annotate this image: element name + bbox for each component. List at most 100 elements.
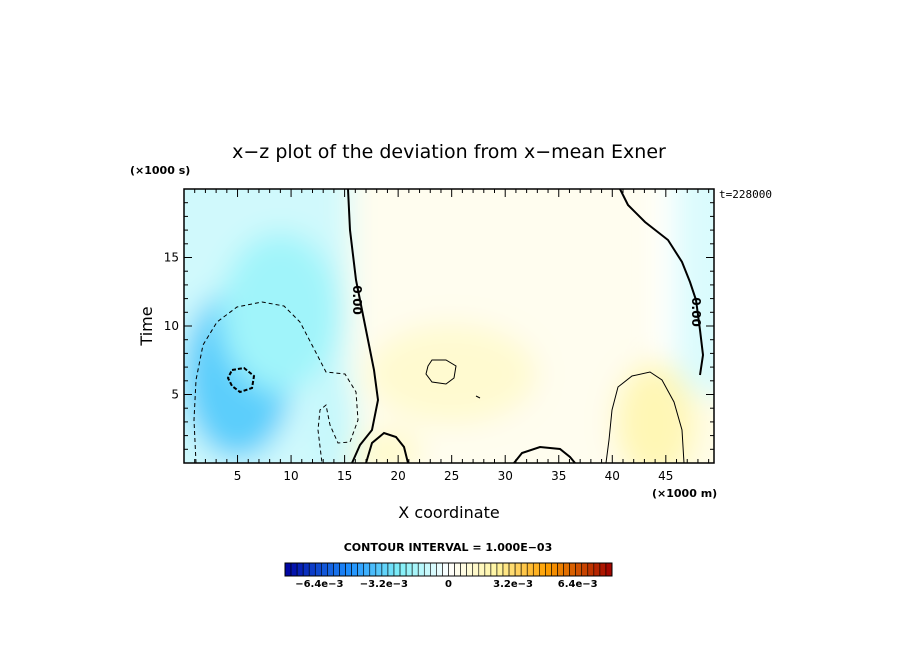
x-tick-label: 25 [444,469,459,483]
colorbar-segment [357,562,365,577]
contour-interval: CONTOUR INTERVAL = 1.000E−03 [344,541,553,554]
y-tick-label: 5 [171,388,179,402]
colorbar-segment [333,562,340,577]
positive-contour-right [605,371,685,463]
colorbar-segment [569,562,576,577]
colorbar-segment [399,562,407,577]
y-tick-labels: 5 10 15 [164,251,179,402]
x-tick-label: 40 [605,469,620,483]
y-tick-label: 15 [164,251,179,265]
axis-ticks [184,189,714,463]
colorbar-segment [369,562,377,577]
colorbar-segment [436,562,443,577]
zero-contour-bottom-mid [513,445,576,463]
colorbar-segment [478,562,486,577]
colorbar-segment [302,562,310,577]
colorbar [284,562,613,577]
colorbar-segment [520,562,528,577]
colorbar-segment [430,562,437,577]
zero-contour-bottom-left [365,431,409,463]
colorbar-segment [417,562,425,577]
zero-contour-right [619,189,705,376]
colorbar-segment [308,562,316,577]
field-feature [352,430,423,463]
colorbar-segment [490,562,498,577]
colorbar-segment [314,562,322,577]
colorbar-segment [539,562,546,577]
colorbar-segment [339,562,346,577]
field-feature [366,323,537,424]
contour-label-left: 0.00 [350,285,364,315]
colorbar-segment [484,562,492,577]
chart-title: x−z plot of the deviation from x−mean Ex… [232,141,666,163]
colorbar-segment [442,562,449,577]
colorbar-label: 6.4e−3 [558,579,598,590]
x-tick-label: 20 [391,469,406,483]
colorbar-label: −3.2e−3 [360,579,408,590]
colorbar-segment [393,562,401,577]
tiny-contour-mark [475,395,481,399]
colorbar-segment [345,562,352,577]
contour-lines [193,189,705,463]
colorbar-segment [557,562,564,577]
field-feature [615,361,696,463]
colorbar-label: 0 [445,579,452,590]
negative-contour-outer [193,301,359,463]
colorbar-segment [387,562,395,577]
x-axis-label: X coordinate [398,503,499,522]
colorbar-segment [327,562,334,577]
field-feature [311,366,356,463]
colorbar-segment [381,562,389,577]
colorbar-segment [363,562,371,577]
zero-contour-left [347,189,380,463]
colorbar-segment [460,562,467,577]
colorbar-segment [284,562,292,577]
y-unit-label: (×1000 s) [130,164,190,177]
colorbar-segment [448,562,455,577]
colorbar-segment [593,562,601,577]
colorbar-segment [532,562,540,577]
colorbar-segment [496,562,504,577]
colorbar-segment [351,562,358,577]
colorbar-segment [321,562,328,577]
positive-contour-center [425,359,457,385]
x-tick-label: 35 [551,469,566,483]
colorbar-segment [290,562,298,577]
colorbar-segment [587,562,595,577]
colorbar-segment [599,562,607,577]
colorbar-segment [466,562,474,577]
x-tick-labels: 5 10 15 20 25 30 35 40 45 [234,469,674,483]
colorbar-segment [514,562,522,577]
negative-contour-inner [226,366,256,394]
field-feature [220,232,341,393]
colorbar-segment [423,562,431,577]
colorbar-segment [502,562,510,577]
time-label: t=228000 [719,188,772,201]
x-tick-label: 5 [234,469,242,483]
colorbar-segment [581,562,589,577]
x-tick-label: 10 [283,469,298,483]
colorbar-labels: −6.4e−3 −3.2e−3 0 3.2e−3 6.4e−3 [295,579,597,590]
colorbar-segment [508,562,516,577]
y-axis-label: Time [137,306,156,346]
colorbar-segment [526,562,534,577]
colorbar-segment [405,562,413,577]
colorbar-segment [545,562,552,577]
contour-label-right: 0.00 [689,297,703,327]
colorbar-segment [375,562,383,577]
colorbar-segment [575,562,583,577]
x-tick-label: 15 [337,469,352,483]
x-tick-label: 45 [658,469,673,483]
y-tick-label: 10 [164,319,179,333]
x-tick-label: 30 [498,469,513,483]
colorbar-segment [605,562,613,577]
colorbar-segment [296,562,304,577]
colorbar-segment [563,562,570,577]
colorbar-label: 3.2e−3 [493,579,533,590]
colorbar-label: −6.4e−3 [295,579,343,590]
colorbar-segment [454,562,461,577]
colorbar-segment [411,562,419,577]
colorbar-segment [472,562,480,577]
shaded-field [184,189,714,463]
